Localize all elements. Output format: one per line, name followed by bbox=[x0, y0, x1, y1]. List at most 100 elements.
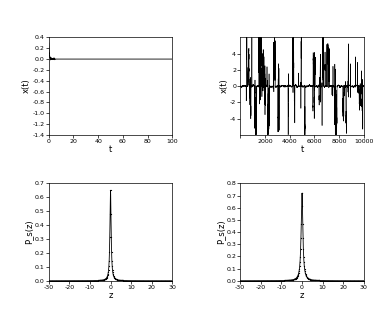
Point bbox=[87, 278, 93, 283]
Point bbox=[344, 278, 350, 283]
Point bbox=[148, 278, 154, 283]
Point bbox=[255, 278, 261, 283]
Point bbox=[296, 266, 302, 271]
Point bbox=[268, 278, 274, 283]
Point bbox=[351, 278, 357, 283]
Point bbox=[300, 221, 306, 226]
Point bbox=[273, 278, 279, 283]
Point bbox=[360, 278, 366, 283]
Point bbox=[71, 278, 77, 283]
Point bbox=[312, 278, 318, 283]
Point bbox=[79, 278, 85, 283]
Point bbox=[270, 278, 276, 283]
Point bbox=[70, 278, 76, 283]
Point bbox=[301, 264, 307, 269]
Point bbox=[339, 278, 345, 283]
Point bbox=[59, 278, 65, 283]
Point bbox=[61, 278, 67, 283]
Point bbox=[77, 278, 83, 283]
Point bbox=[63, 278, 69, 283]
Point bbox=[247, 278, 253, 283]
Point bbox=[48, 278, 54, 283]
Point bbox=[68, 278, 74, 283]
Point bbox=[356, 278, 362, 283]
Point bbox=[158, 278, 164, 283]
Point bbox=[109, 264, 115, 269]
Point bbox=[311, 278, 317, 283]
Point bbox=[80, 278, 86, 283]
Point bbox=[92, 278, 98, 283]
Point bbox=[269, 278, 275, 283]
Point bbox=[317, 278, 323, 283]
Point bbox=[260, 278, 266, 283]
Point bbox=[310, 278, 316, 283]
Point bbox=[330, 278, 336, 283]
Point bbox=[305, 276, 311, 281]
Point bbox=[259, 278, 265, 283]
Point bbox=[154, 278, 160, 283]
Point bbox=[112, 276, 118, 281]
Point bbox=[242, 278, 248, 283]
Point bbox=[263, 278, 269, 283]
Point bbox=[352, 278, 358, 283]
Point bbox=[297, 260, 303, 265]
Point bbox=[318, 278, 324, 283]
Point bbox=[246, 278, 252, 283]
Point bbox=[134, 278, 140, 283]
Point bbox=[119, 278, 125, 283]
Point bbox=[136, 278, 142, 283]
X-axis label: t: t bbox=[109, 145, 112, 154]
Point bbox=[353, 278, 359, 283]
Point bbox=[150, 278, 156, 283]
Point bbox=[60, 278, 66, 283]
Point bbox=[88, 278, 94, 283]
Point bbox=[347, 278, 353, 283]
Point bbox=[243, 278, 249, 283]
Point bbox=[349, 278, 355, 283]
Point bbox=[161, 278, 167, 283]
Point bbox=[266, 278, 272, 283]
Point bbox=[96, 278, 102, 283]
Point bbox=[304, 275, 310, 280]
Point bbox=[278, 278, 284, 283]
Point bbox=[252, 278, 258, 283]
Point bbox=[308, 277, 314, 282]
Point bbox=[98, 278, 104, 283]
Point bbox=[57, 278, 63, 283]
Point bbox=[267, 278, 273, 283]
Point bbox=[332, 278, 338, 283]
Point bbox=[143, 278, 149, 283]
Point bbox=[52, 278, 58, 283]
Point bbox=[321, 278, 327, 283]
Point bbox=[157, 278, 163, 283]
Point bbox=[56, 278, 62, 283]
Point bbox=[353, 278, 359, 283]
Point bbox=[307, 277, 313, 282]
Point bbox=[50, 278, 56, 283]
Point bbox=[358, 278, 364, 283]
Point bbox=[277, 278, 283, 283]
Point bbox=[72, 278, 78, 283]
Point bbox=[59, 278, 65, 283]
Point bbox=[104, 274, 110, 279]
Point bbox=[162, 278, 168, 283]
Point bbox=[78, 278, 84, 283]
Point bbox=[136, 278, 142, 283]
Point bbox=[288, 277, 294, 282]
Point bbox=[317, 278, 323, 283]
Point bbox=[148, 278, 154, 283]
Point bbox=[144, 278, 150, 283]
Point bbox=[64, 278, 70, 283]
Point bbox=[160, 278, 166, 283]
Point bbox=[63, 278, 69, 283]
Point bbox=[60, 278, 66, 283]
Point bbox=[279, 278, 285, 283]
Point bbox=[306, 276, 312, 281]
Point bbox=[128, 278, 134, 283]
Point bbox=[287, 278, 293, 283]
Point bbox=[114, 277, 120, 282]
Point bbox=[321, 278, 327, 283]
Point bbox=[273, 278, 279, 283]
Point bbox=[132, 278, 138, 283]
Point bbox=[299, 191, 305, 196]
